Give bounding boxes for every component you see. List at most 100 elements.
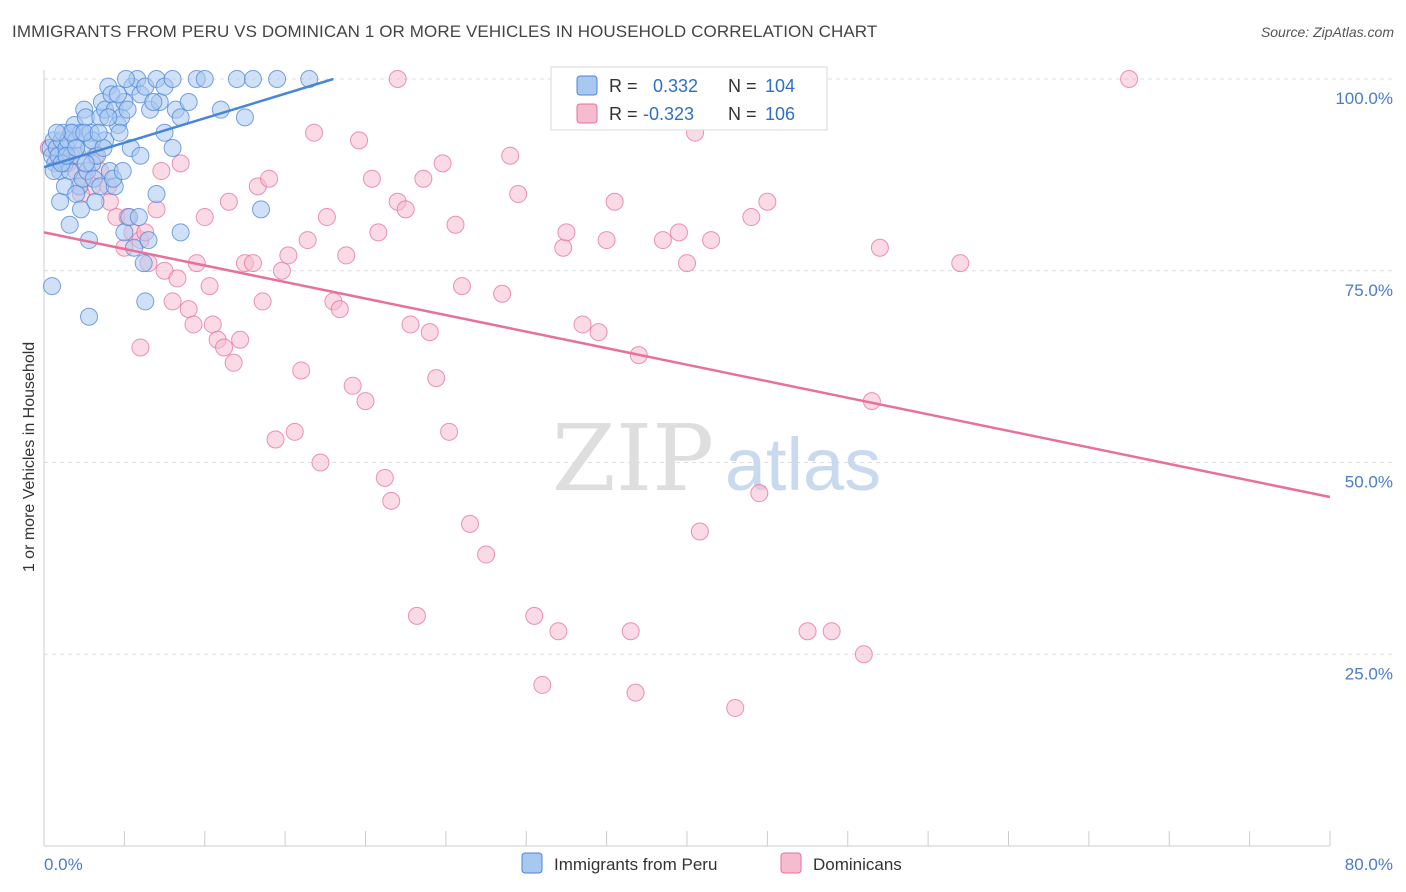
dominican-point (266, 430, 285, 449)
y-axis-title: 1 or more Vehicles in Household (21, 342, 38, 572)
peru-point (134, 254, 153, 273)
dominican-point (414, 169, 433, 188)
dominican-point (184, 315, 203, 334)
dominican-point (382, 491, 401, 510)
dominican-point (758, 192, 777, 211)
dominican-point (750, 484, 769, 503)
dominican-point (231, 330, 250, 349)
peru-point (80, 307, 99, 326)
bottom-legend-swatch-dominican (780, 852, 802, 874)
legend-n-value-peru: 104 (765, 76, 795, 96)
peru-point (139, 231, 158, 250)
legend-swatch-dominican (576, 103, 598, 124)
peru-point (60, 215, 79, 234)
dominican-point (549, 622, 568, 641)
peru-point (118, 100, 137, 119)
dominican-point (493, 284, 512, 303)
dominican-point (179, 300, 198, 319)
series-dominicans (39, 70, 1139, 717)
peru-point (268, 70, 287, 88)
dominican-point (163, 292, 182, 311)
dominican-point (279, 246, 298, 265)
legend-r-label-dominican: R = (609, 104, 638, 124)
peru-point (136, 292, 155, 311)
legend-r-value-peru: 0.332 (653, 76, 698, 96)
dominican-point (870, 238, 889, 257)
peru-point (116, 70, 135, 88)
dominican-point (477, 545, 496, 564)
dominican-point (375, 468, 394, 487)
dominican-point (533, 675, 552, 694)
peru-point (227, 70, 246, 88)
dominican-point (678, 254, 696, 273)
x-ticks (43, 831, 1331, 846)
dominican-point (427, 369, 446, 388)
dominican-point (401, 315, 420, 334)
peru-point (163, 70, 182, 88)
legend-swatch-peru (576, 75, 598, 96)
dominican-point (330, 300, 349, 319)
peru-point (110, 123, 129, 142)
dominican-point (171, 154, 190, 173)
peru-point (47, 123, 66, 142)
dominican-point (589, 323, 608, 342)
legend-n-label-peru: N = (728, 76, 757, 96)
legend-n-label-dominican: N = (728, 104, 757, 124)
dominican-point (243, 254, 262, 273)
dominican-point (440, 422, 459, 441)
dominican-point (726, 698, 745, 717)
bottom-legend-swatch-peru (521, 852, 543, 874)
y-tick-label: 100.0% (1335, 89, 1393, 108)
dominican-point (452, 277, 471, 296)
x-tick-label-max: 80.0% (1345, 855, 1393, 874)
dominican-point (203, 315, 222, 334)
chart-title: IMMIGRANTS FROM PERU VS DOMINICAN 1 OR M… (12, 22, 878, 41)
legend-n-value-dominican: 106 (765, 104, 795, 124)
bottom-legend: Immigrants from Peru Dominicans (521, 852, 902, 874)
gridlines (44, 78, 1393, 655)
dominican-point (420, 323, 439, 342)
dominican-point (285, 422, 304, 441)
trend-line-dominican (43, 231, 1331, 499)
dominican-point (460, 514, 479, 533)
bottom-legend-label-dominican: Dominicans (813, 855, 902, 874)
dominican-point (388, 70, 407, 88)
dominican-point (742, 208, 761, 227)
legend-r-label-peru: R = (609, 76, 638, 96)
peru-point (51, 192, 70, 211)
peru-point (108, 85, 127, 104)
dominican-point (168, 269, 187, 288)
dominican-point (669, 223, 688, 242)
legend-box: R = 0.332 N = 104 R = -0.323 N = 106 (550, 66, 828, 131)
peru-point (147, 185, 166, 204)
peru-point (67, 139, 86, 158)
peru-point (86, 192, 105, 211)
dominican-point (822, 622, 841, 641)
peru-point (71, 200, 90, 219)
dominican-point (253, 292, 272, 311)
watermark: ZIP atlas (552, 405, 881, 512)
peru-point (144, 93, 163, 112)
y-tick-labels: 100.0% 75.0% 50.0% 25.0% (1335, 89, 1393, 683)
dominican-point (501, 146, 520, 165)
dominican-point (350, 131, 369, 150)
bottom-legend-label-peru: Immigrants from Peru (554, 855, 717, 874)
y-tick-label: 75.0% (1345, 281, 1393, 300)
dominican-point (621, 622, 640, 641)
dominican-point (1120, 70, 1139, 88)
dominican-point (343, 376, 362, 395)
dominican-point (690, 522, 709, 541)
dominican-point (798, 622, 817, 641)
dominican-point (446, 215, 465, 234)
dominican-point (200, 277, 219, 296)
dominican-point (292, 361, 311, 380)
dominican-point (597, 231, 616, 250)
dominican-point (337, 246, 356, 265)
dominican-point (317, 208, 336, 227)
dominican-point (433, 154, 452, 173)
dominican-point (854, 645, 873, 664)
dominican-point (525, 606, 544, 625)
y-tick-label: 50.0% (1345, 473, 1393, 492)
peru-point (113, 162, 132, 181)
dominican-point (147, 200, 166, 219)
